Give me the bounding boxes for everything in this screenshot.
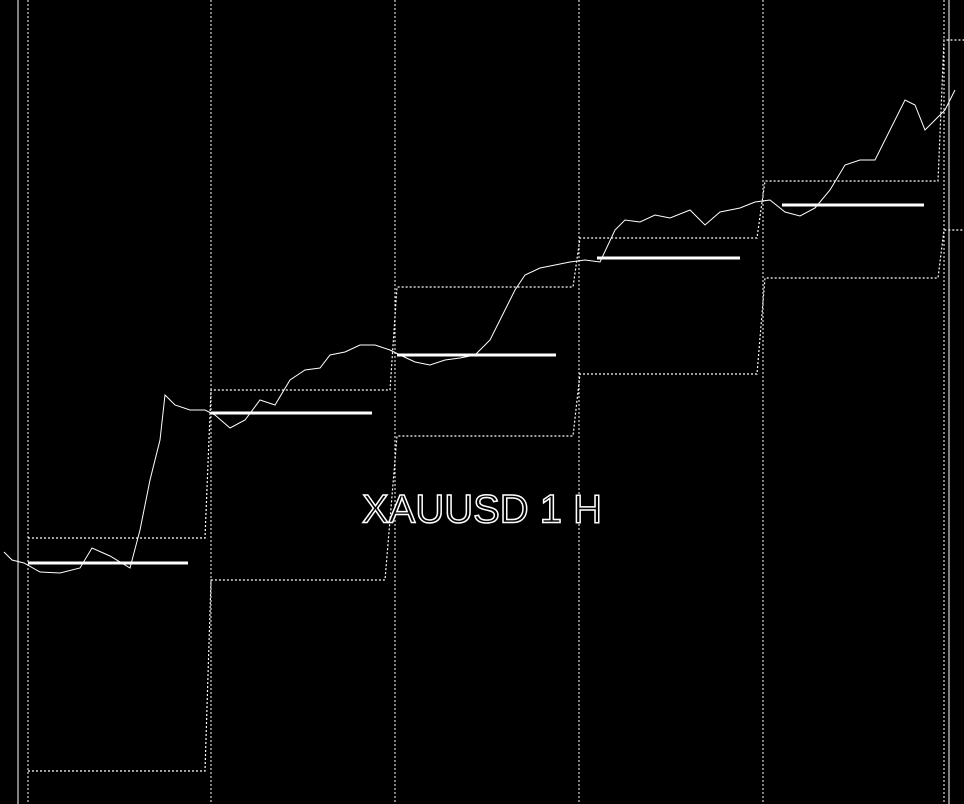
session-separators — [17, 0, 950, 804]
symbol-watermark: XAUUSD 1 H — [362, 488, 602, 532]
pivot-bars — [28, 203, 924, 565]
range-levels — [28, 39, 964, 772]
price-trace — [3, 89, 956, 574]
